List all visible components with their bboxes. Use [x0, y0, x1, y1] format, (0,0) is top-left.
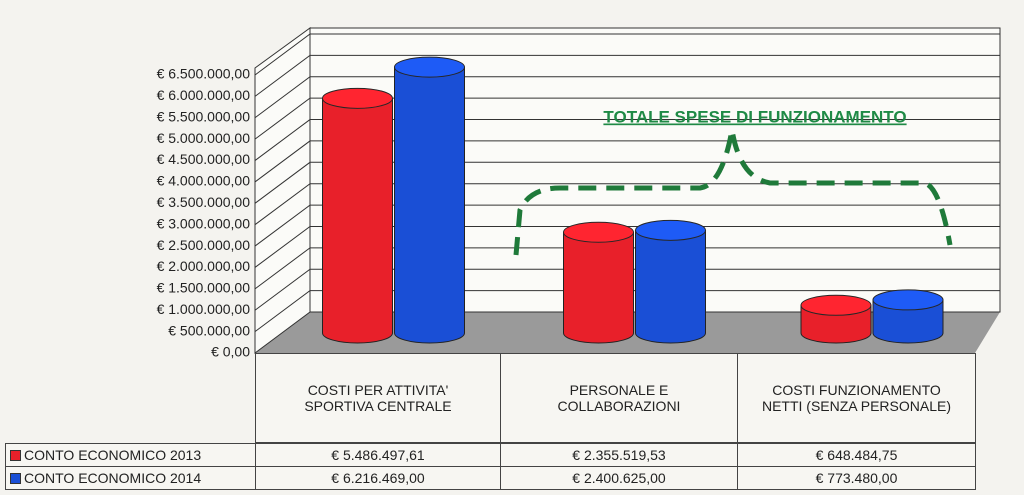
- y-tick-label: € 6.500.000,00: [157, 66, 251, 82]
- cell-text: € 2.355.519,53: [572, 447, 666, 463]
- bar-body: [872, 299, 944, 344]
- bar-body: [322, 97, 393, 344]
- bar-body: [563, 231, 634, 344]
- y-tick-label: € 5.000.000,00: [157, 130, 251, 146]
- legend-swatch: [10, 472, 21, 484]
- bar-body: [635, 229, 706, 344]
- cell-text: € 5.486.497,61: [331, 447, 425, 463]
- grid-line: [254, 76, 1000, 119]
- bar-body: [800, 304, 872, 344]
- bracket: [513, 129, 953, 256]
- bar-top: [563, 221, 634, 243]
- cell-text: COSTI FUNZIONAMENTO NETTI (SENZA PERSONA…: [761, 382, 952, 414]
- grid-line: [254, 247, 1000, 290]
- table-cell: PERSONALE E COLLABORAZIONI: [500, 353, 738, 443]
- grid-line: [254, 119, 1000, 161]
- table-cell: € 773.480,00: [737, 466, 976, 490]
- cell-text: € 648.484,75: [815, 447, 898, 463]
- y-tick-label: € 4.500.000,00: [157, 151, 251, 167]
- table-cell: € 2.355.519,53: [500, 443, 738, 467]
- grid-line: [254, 225, 1000, 268]
- y-tick-label: € 3.500.000,00: [157, 194, 251, 210]
- y-tick-label: € 1.000.000,00: [157, 301, 251, 317]
- bar-top: [872, 289, 944, 311]
- annotation: TOTALE SPESE DI FUNZIONAMENTO: [603, 107, 906, 126]
- grid-line: [254, 268, 1000, 311]
- grid-line: [254, 54, 1000, 97]
- cell-text: CONTO ECONOMICO 2014: [24, 470, 202, 486]
- legend-swatch: [10, 449, 21, 461]
- y-tick-label: € 0,00: [211, 344, 250, 360]
- cell-text: € 2.400.625,00: [572, 470, 666, 486]
- grid-line: [254, 140, 1000, 183]
- table-cell: € 648.484,75: [737, 443, 976, 467]
- grid-line: [254, 161, 1000, 204]
- bar-body: [394, 66, 465, 344]
- cell-text: COSTI PER ATTIVITA' SPORTIVA CENTRALE: [304, 382, 452, 414]
- cell-text: € 6.216.469,00: [331, 470, 425, 486]
- y-tick-label: € 6.000.000,00: [157, 87, 251, 103]
- bar: [394, 56, 465, 344]
- y-tick-label: € 4.000.000,00: [157, 173, 251, 189]
- bar: [635, 219, 706, 344]
- bar-top: [322, 87, 393, 109]
- cell-text: CONTO ECONOMICO 2013: [24, 447, 202, 463]
- grid-line: [254, 290, 1000, 333]
- y-tick-label: € 3.000.000,00: [157, 215, 251, 231]
- table-cell: € 6.216.469,00: [255, 466, 501, 490]
- y-tick-label: € 2.000.000,00: [157, 258, 251, 274]
- y-tick-label: € 500.000,00: [168, 322, 250, 338]
- grid-line: [254, 204, 1000, 247]
- grid-line: [254, 97, 1000, 140]
- table-cell: COSTI FUNZIONAMENTO NETTI (SENZA PERSONA…: [737, 353, 976, 443]
- table-cell: CONTO ECONOMICO 2013: [5, 443, 256, 467]
- cell-text: € 773.480,00: [815, 470, 898, 486]
- table-cell: € 2.400.625,00: [500, 466, 738, 490]
- cell-text: PERSONALE E COLLABORAZIONI: [557, 382, 681, 414]
- table-cell: CONTO ECONOMICO 2014: [5, 466, 256, 490]
- table-cell: € 5.486.497,61: [255, 443, 501, 467]
- bar: [322, 87, 393, 344]
- bar-top: [394, 56, 465, 78]
- y-tick-label: € 5.500.000,00: [157, 108, 251, 124]
- bar: [800, 294, 872, 344]
- y-tick-label: € 2.500.000,00: [157, 237, 251, 253]
- bar: [872, 289, 944, 344]
- bar: [563, 221, 634, 344]
- bar-top: [635, 219, 706, 241]
- grid-line: [254, 33, 1000, 76]
- bar-top: [800, 294, 872, 316]
- y-tick-label: € 1.500.000,00: [157, 280, 251, 296]
- table-cell: COSTI PER ATTIVITA' SPORTIVA CENTRALE: [255, 353, 501, 443]
